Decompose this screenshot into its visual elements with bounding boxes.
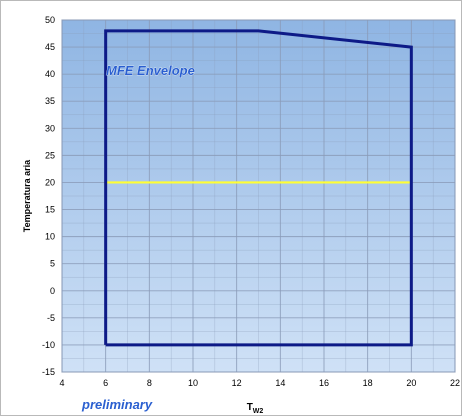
envelope-annotation: MFE Envelope (106, 63, 195, 78)
y-tick-label: 45 (45, 42, 55, 52)
x-tick-label: 18 (363, 378, 373, 388)
x-axis-title-sub: W2 (253, 408, 264, 415)
x-axis-title-main: T (247, 402, 253, 413)
preliminary-annotation: preliminary (81, 397, 153, 412)
x-tick-label: 22 (450, 378, 460, 388)
x-tick-label: 8 (147, 378, 152, 388)
x-tick-label: 12 (232, 378, 242, 388)
x-tick-label: 6 (103, 378, 108, 388)
y-tick-label: 30 (45, 123, 55, 133)
y-tick-label: 35 (45, 96, 55, 106)
y-axis-title: Temperatura aria (22, 159, 32, 232)
y-tick-label: 25 (45, 150, 55, 160)
series-layer (104, 29, 413, 347)
y-tick-label: 15 (45, 205, 55, 215)
x-tick-label: 14 (275, 378, 285, 388)
x-tick-label: 10 (188, 378, 198, 388)
y-tick-label: 50 (45, 15, 55, 25)
y-tick-label: 5 (50, 259, 55, 269)
y-tick-label: 20 (45, 177, 55, 187)
y-tick-label: 40 (45, 69, 55, 79)
y-tick-label: 10 (45, 232, 55, 242)
y-tick-label: 0 (50, 286, 55, 296)
y-tick-label: -15 (42, 367, 55, 377)
x-tick-label: 20 (406, 378, 416, 388)
x-axis-title: TW2 (247, 402, 264, 415)
x-tick-label: 4 (59, 378, 64, 388)
y-tick-label: -10 (42, 340, 55, 350)
y-tick-label: -5 (47, 313, 55, 323)
envelope-line (104, 29, 413, 347)
tick-labels: 4 6 8 10 12 14 16 18 20 22 -15 -10 -5 0 5 10 15 20 25 30 35 4… (42, 15, 460, 388)
x-tick-label: 16 (319, 378, 329, 388)
